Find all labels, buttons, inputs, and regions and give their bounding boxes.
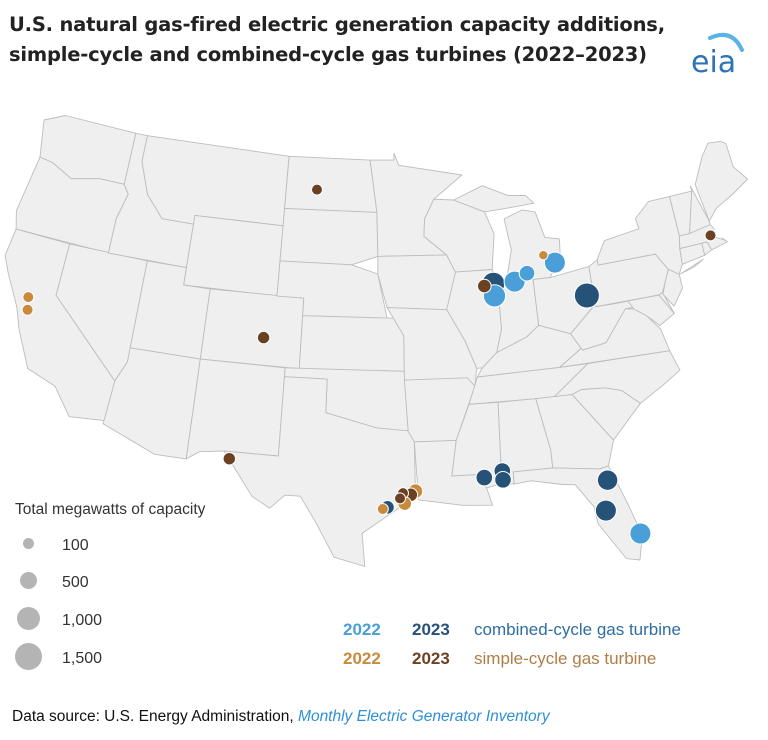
state-ks <box>298 315 405 372</box>
state-mt <box>141 135 290 227</box>
type-legend: 2022 2023 combined-cycle gas turbine 202… <box>343 620 763 670</box>
state-borders <box>4 115 749 567</box>
size-legend-label: 100 <box>62 537 89 554</box>
eia-logo-icon: eia <box>691 33 744 78</box>
state-nm <box>185 358 286 460</box>
state-tx <box>223 376 417 567</box>
plant-marker-simple-cycle-2022 <box>21 303 34 316</box>
size-legend-circle <box>15 643 42 670</box>
chart-title: U.S. natural gas-fired electric generati… <box>9 10 665 70</box>
plant-marker-simple-cycle-2022 <box>538 250 549 261</box>
state-mi-upper <box>453 185 535 213</box>
plant-marker-simple-cycle-2022 <box>376 503 389 515</box>
state-fl <box>512 465 643 561</box>
title-line-2: simple-cycle and combined-cycle gas turb… <box>9 43 647 66</box>
plant-marker-combined-cycle-2023 <box>475 468 494 487</box>
source-text: Data source: U.S. Energy Administration, <box>12 708 299 725</box>
plant-marker-simple-cycle-2023 <box>222 452 237 466</box>
legend-year-2022-ccgt: 2022 <box>343 620 381 639</box>
legend-label-scgt: simple-cycle gas turbine <box>474 649 657 668</box>
plant-marker-simple-cycle-2023 <box>256 330 271 345</box>
state-nh <box>689 185 711 234</box>
legend-year-2022-scgt: 2022 <box>343 649 381 668</box>
plant-marker-simple-cycle-2022 <box>22 291 35 304</box>
state-li <box>680 258 704 275</box>
plant-marker-simple-cycle-2023 <box>704 229 717 242</box>
state-ms <box>451 401 503 489</box>
plant-marker-combined-cycle-2022 <box>543 251 566 274</box>
plant-marker-combined-cycle-2022 <box>518 264 536 282</box>
us-map <box>4 115 749 567</box>
eia-logo-text: eia <box>691 45 736 78</box>
state-wy <box>183 214 284 297</box>
plant-marker-combined-cycle-2023 <box>594 499 617 522</box>
size-legend-circle <box>23 538 34 549</box>
source-link[interactable]: Monthly Electric Generator Inventory <box>298 708 550 725</box>
plant-marker-combined-cycle-2023 <box>573 282 600 309</box>
size-legend-title: Total megawatts of capacity <box>15 501 206 518</box>
legend-label-ccgt: combined-cycle gas turbine <box>474 620 681 639</box>
size-legend-label: 1,500 <box>62 650 103 667</box>
legend-year-2023-ccgt: 2023 <box>412 620 450 639</box>
state-me <box>694 140 749 222</box>
plant-marker-simple-cycle-2023 <box>394 492 406 505</box>
size-legend-label: 500 <box>62 574 89 591</box>
plant-marker-simple-cycle-2023 <box>477 278 492 294</box>
state-co <box>199 288 305 370</box>
plant-marker-combined-cycle-2023 <box>596 469 619 491</box>
plant-markers <box>21 183 717 545</box>
state-wi <box>423 198 495 273</box>
state-nd <box>284 155 378 213</box>
size-legend-circle <box>20 572 37 589</box>
title-line-1: U.S. natural gas-fired electric generati… <box>9 13 665 36</box>
plant-marker-combined-cycle-2023 <box>494 471 512 489</box>
plant-marker-simple-cycle-2023 <box>311 183 323 196</box>
eia-logo-arc <box>708 33 744 52</box>
size-legend-label: 1,000 <box>62 612 103 629</box>
data-source: Data source: U.S. Energy Administration,… <box>12 708 550 726</box>
state-sd <box>279 207 379 266</box>
size-legend-circle <box>17 607 40 630</box>
state-ma <box>678 224 728 251</box>
plant-marker-combined-cycle-2022 <box>629 522 652 545</box>
size-legend: Total megawatts of capacity 100 500 1,00… <box>15 501 275 681</box>
legend-year-2023-scgt: 2023 <box>412 649 450 668</box>
